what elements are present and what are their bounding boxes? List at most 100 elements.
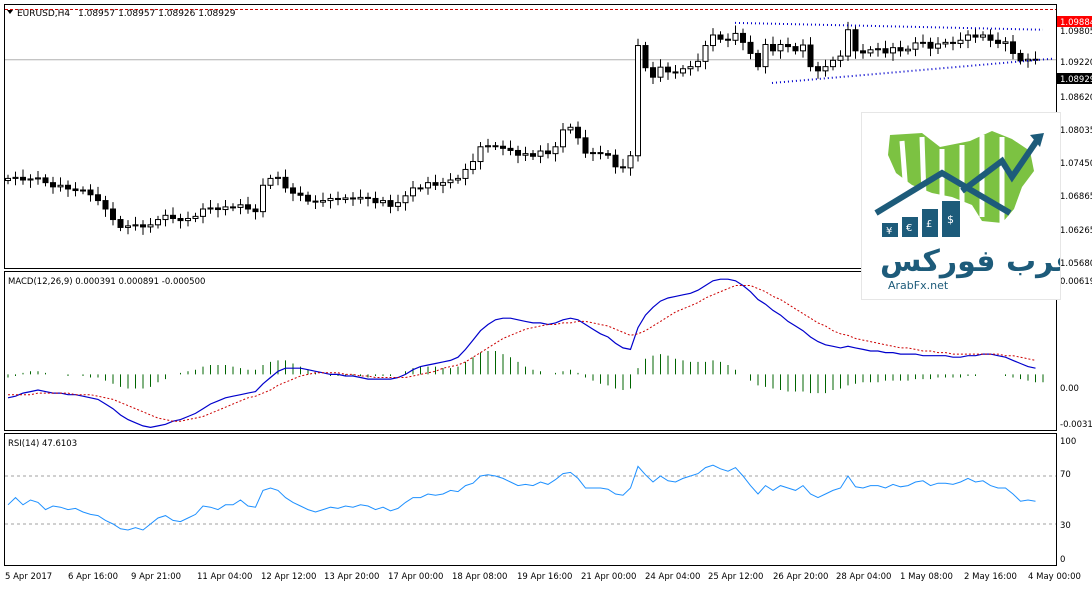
rsi-line [7,464,1036,531]
svg-text:$: $ [947,213,954,226]
candle-bear [807,44,814,68]
candle-bull [845,29,851,57]
candle-bear [282,176,289,189]
x-tick: 17 Apr 00:00 [388,572,443,582]
candle-bull [155,219,161,226]
candle-bear [650,67,656,78]
candle-bull [192,215,199,219]
x-tick: 24 Apr 04:00 [645,572,700,582]
candle-bear [515,149,521,156]
symbol-label: EURUSD,H4 [17,9,70,19]
price-tick: 1.09805 [1060,27,1092,37]
candle-bull [762,43,769,68]
upper-trendline [734,21,1044,31]
candle-bull [657,66,664,78]
candle-bear [230,206,236,209]
candle-bear [815,66,821,72]
resistance-price-text: 1.09884 [1060,18,1092,28]
candle-bull [425,182,431,189]
candle-bear [1017,52,1024,62]
candle-bear [500,145,506,149]
candle-bull [162,214,169,221]
candle-bull [237,204,244,208]
price-axis: 1.09805 1.09220 1.08620 1.08035 1.07450 … [1060,27,1092,269]
candle-bull [447,179,454,184]
candle-bull [27,178,34,181]
candle-bear [725,38,731,41]
candle-bull [57,184,64,188]
candle-bull [455,177,461,181]
x-tick: 9 Apr 21:00 [131,572,181,582]
candle-bear [612,154,619,168]
candle-bull [132,224,139,227]
x-tick: 12 Apr 12:00 [261,572,316,582]
rsi-label: RSI(14) 47.6103 [8,439,77,449]
candle-bear [605,153,611,156]
logo-roof-icon [874,169,1012,216]
candle-bear [387,200,394,207]
rsi-layer [5,464,1056,531]
candle-bear [995,39,1001,44]
candle-bear [770,43,776,52]
resistance-price-bg [1057,16,1092,27]
x-tick: 25 Apr 12:00 [708,572,763,582]
dropdown-triangle-icon[interactable] [7,10,13,14]
candle-bear [252,208,259,213]
candle-bull [680,68,686,74]
candle-bear [785,43,791,48]
candle-bull [222,206,229,211]
x-tick: 6 Apr 16:00 [68,572,118,582]
candle-bull [890,47,896,54]
candle-bull [275,176,281,179]
x-tick: 13 Apr 20:00 [324,572,379,582]
svg-text:£: £ [926,219,932,230]
x-tick: 18 Apr 08:00 [452,572,507,582]
candle-bull [440,182,446,186]
macd-layer [7,278,1044,429]
candle-bull [477,146,484,163]
rsi-tick: 100 [1060,437,1076,447]
candle-bear [117,219,124,228]
price-tick: 1.08620 [1060,93,1092,103]
candle-bull [560,129,566,148]
candle-bear [987,34,994,41]
candle-bear [215,207,221,211]
candle-bull [830,59,836,68]
candle-bear [245,204,251,210]
candle-bull [1002,41,1009,44]
candle-bear [297,192,304,196]
candle-bull [5,177,11,182]
arabfx-logo: ¥ € £ $ عرب فوركس ArabFx.net [861,112,1075,300]
candle-bull [942,41,949,45]
rsi-tick: 70 [1060,470,1071,480]
candle-bear [507,147,514,151]
price-tick: 1.09220 [1060,58,1092,68]
macd-axis: 0.00619 0.00 -0.00313 [1060,277,1092,430]
candle-bull [935,43,941,49]
lower-trendline [771,57,1053,84]
x-axis: 5 Apr 2017 6 Apr 16:00 9 Apr 21:00 11 Ap… [5,572,1081,582]
candle-bull [635,45,641,157]
candle-bear [312,200,319,203]
candle-bull [537,150,544,157]
logo-currency-icons: ¥ € £ $ [882,201,960,237]
candle-bull [627,155,634,169]
candle-bear [290,187,296,194]
x-tick: 1 May 08:00 [900,572,953,582]
price-tick: 1.08035 [1060,126,1092,136]
candle-bear [20,176,26,181]
candle-bear [897,47,904,52]
candle-bull [980,34,986,38]
candle-bull [125,225,131,228]
price-tick: 1.05680 [1060,259,1092,269]
candle-bull [380,200,386,204]
svg-text:¥: ¥ [886,226,892,237]
candle-bull [470,161,476,170]
candle-bull [207,207,214,210]
macd-line [7,278,1036,429]
candle-bull [965,34,971,41]
candle-bull [837,55,844,61]
candle-bear [575,126,581,139]
x-tick: 11 Apr 04:00 [197,572,252,582]
